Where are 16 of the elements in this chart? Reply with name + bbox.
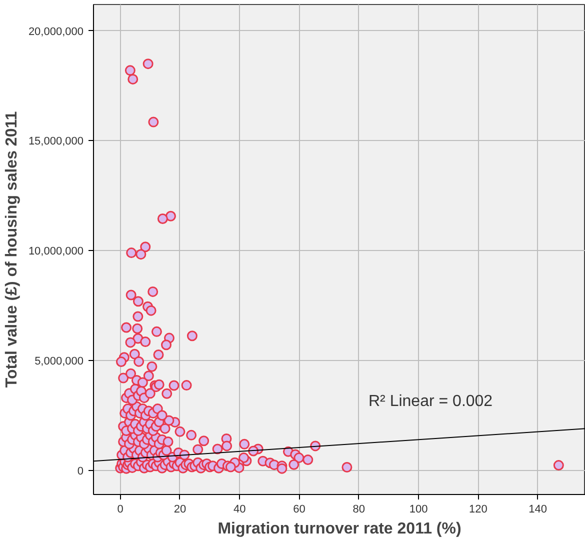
- y-tick-label: 0: [77, 465, 84, 478]
- x-tick-label: 40: [233, 504, 246, 516]
- x-tick-label: 100: [409, 504, 428, 516]
- y-tick-label: 15,000,000: [28, 136, 84, 148]
- x-tick-label: 140: [528, 504, 547, 516]
- y-axis-title: Total value (£) of housing sales 2011: [3, 111, 20, 388]
- y-tick-label: 10,000,000: [28, 246, 84, 258]
- x-tick-label: 0: [117, 504, 124, 516]
- x-tick-label: 80: [352, 504, 366, 516]
- x-tick-label: 60: [293, 504, 306, 516]
- x-tick-label: 20: [174, 504, 186, 516]
- y-tick-label: 5,000,000: [34, 355, 84, 368]
- x-tick-label: 120: [468, 504, 488, 516]
- x-axis-title: Migration turnover rate 2011 (%): [218, 520, 462, 538]
- y-tick-label: 20,000,000: [28, 26, 84, 38]
- annotation: R² Linear = 0.002: [368, 393, 493, 410]
